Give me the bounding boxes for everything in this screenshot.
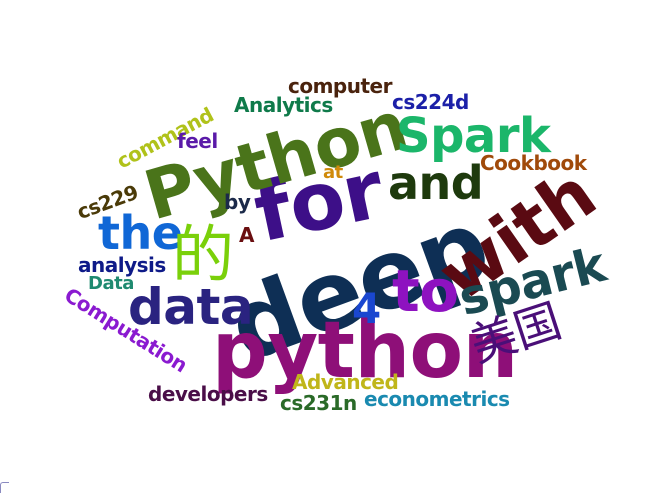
word-computer: computer: [288, 74, 392, 98]
word-cs224d: cs224d: [392, 90, 469, 114]
word-feel: feel: [177, 129, 218, 153]
word-4: 4: [352, 284, 381, 333]
word-spark-upper: Spark: [396, 108, 551, 164]
corner-fragment: [0, 482, 9, 493]
word-data-capital: Data: [88, 273, 134, 294]
word-de: 的: [172, 218, 234, 291]
word-a: A: [239, 223, 254, 247]
word-to: to: [392, 257, 459, 325]
word-analytics: Analytics: [234, 93, 333, 117]
word-by: by: [224, 190, 251, 214]
word-the: the: [98, 206, 183, 260]
word-advanced: Advanced: [292, 370, 399, 394]
word-and: and: [388, 156, 484, 210]
word-developers: developers: [148, 382, 268, 406]
word-python-lower: python: [212, 306, 518, 396]
word-cs231n: cs231n: [280, 391, 357, 415]
word-at: at: [323, 162, 343, 183]
word-data: data: [128, 278, 254, 336]
word-econometrics: econometrics: [364, 387, 510, 411]
word-cookbook: Cookbook: [480, 151, 587, 175]
word-analysis: analysis: [78, 253, 166, 277]
